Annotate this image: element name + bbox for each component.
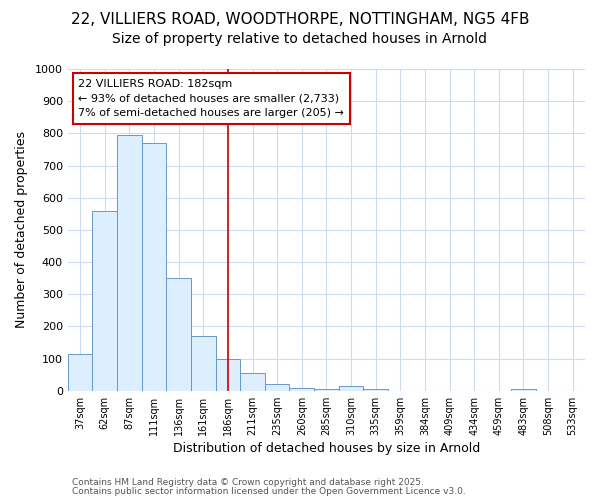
Bar [240, 373, 265, 391]
Bar [92, 210, 117, 391]
Bar [68, 354, 92, 391]
Bar [339, 386, 364, 391]
Bar [511, 389, 536, 391]
Y-axis label: Number of detached properties: Number of detached properties [15, 132, 28, 328]
Bar [289, 388, 314, 391]
Bar [191, 336, 215, 391]
Bar [215, 358, 240, 391]
Bar [314, 389, 339, 391]
Text: 22 VILLIERS ROAD: 182sqm
← 93% of detached houses are smaller (2,733)
7% of semi: 22 VILLIERS ROAD: 182sqm ← 93% of detach… [78, 78, 344, 118]
Bar [117, 135, 142, 391]
Bar [166, 278, 191, 391]
Text: 22, VILLIERS ROAD, WOODTHORPE, NOTTINGHAM, NG5 4FB: 22, VILLIERS ROAD, WOODTHORPE, NOTTINGHA… [71, 12, 529, 28]
Bar [364, 389, 388, 391]
Bar [265, 384, 289, 391]
Text: Contains public sector information licensed under the Open Government Licence v3: Contains public sector information licen… [72, 487, 466, 496]
Text: Contains HM Land Registry data © Crown copyright and database right 2025.: Contains HM Land Registry data © Crown c… [72, 478, 424, 487]
X-axis label: Distribution of detached houses by size in Arnold: Distribution of detached houses by size … [173, 442, 480, 455]
Text: Size of property relative to detached houses in Arnold: Size of property relative to detached ho… [113, 32, 487, 46]
Bar [142, 143, 166, 391]
